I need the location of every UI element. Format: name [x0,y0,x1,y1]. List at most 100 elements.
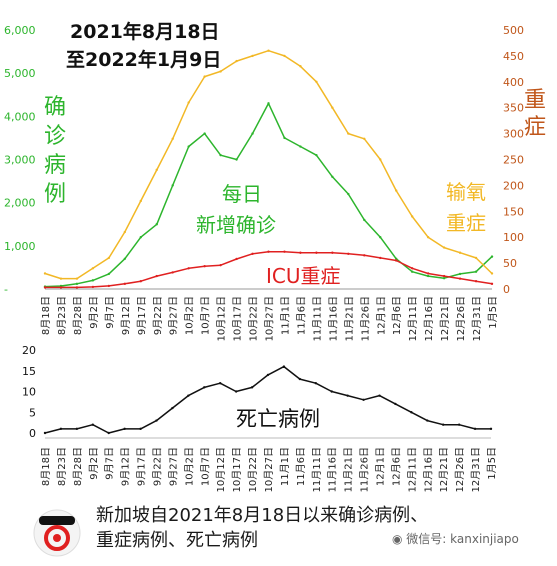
series-point [379,236,382,239]
x-tick-label: 11月21日 [343,296,355,341]
right-tick-label: 500 [503,24,524,37]
series-point [43,286,47,289]
x-tick-label: 9月12日 [120,296,132,335]
series-point [267,250,270,253]
bottom-x-tick-label: 12月11日 [406,447,418,492]
bottom-x-tick-label: 9月17日 [136,447,148,486]
series-point [363,218,366,222]
series-point [426,274,430,278]
series-point [442,277,446,280]
right-tick-label: 400 [503,76,524,89]
death-series-point [426,419,429,422]
x-tick-label: 11月26日 [359,296,371,341]
death-series-point [346,394,349,397]
bottom-tick-label: 20 [22,344,36,357]
left-axis-title-char: 例 [44,182,66,207]
death-series-point [139,427,142,431]
series-point [123,257,127,260]
right-tick-label: 350 [503,102,524,115]
series-point [490,282,494,286]
x-tick-label: 10月12日 [216,296,228,341]
death-series-point [250,386,254,389]
series-point [187,101,190,104]
series-point [458,277,462,280]
left-axis-title-char: 确 [44,95,66,120]
series-point [426,236,430,239]
bottom-x-tick-label: 12月21日 [438,447,450,492]
series-point [442,274,446,278]
right-axis-title-char: 症 [524,115,546,140]
series-point [171,184,174,187]
watermark-text: 微信号: kanxinjiapo [406,532,519,546]
series-point [107,272,111,276]
series-point [235,158,238,161]
x-tick-label: 1月5日 [487,296,499,329]
series-point [331,251,334,254]
top-chart: 6,0005,0004,0003,0002,0001,000-500450400… [4,20,546,341]
x-tick-label: 12月11日 [407,296,419,341]
bottom-x-tick-label: 10月7日 [199,447,211,486]
series-point [139,280,142,283]
x-tick-label: 11月16日 [327,296,339,341]
death-series-point [394,402,397,406]
series-point [251,54,254,58]
series-point [395,257,398,260]
bottom-x-tick-label: 9月7日 [104,447,116,480]
caption: 新加坡自2021年8月18日以来确诊病例、 重症病例、死亡病例 [96,503,486,553]
bottom-x-tick-label: 12月16日 [422,447,434,492]
series-point [299,251,302,254]
series-point [331,106,334,109]
x-tick-label: 9月2日 [88,296,100,329]
x-tick-label: 11月1日 [279,296,291,335]
series-point [283,250,286,253]
series-point [347,252,350,255]
series-point [410,270,414,273]
wechat-icon: ◉ [392,532,407,546]
series-point [299,145,302,148]
death-series-point [314,382,317,385]
series-point [395,189,398,192]
x-tick-label: 10月22日 [248,296,260,341]
green-series-label-line1: 每日 [222,182,262,206]
x-tick-label: 10月17日 [232,296,244,341]
x-tick-label: 11月11日 [311,296,323,341]
red-series-label: ICU重症 [266,264,341,288]
caption-line-2: 重症病例、死亡病例 [96,530,258,551]
x-tick-label: 8月18日 [40,296,52,335]
left-tick-label: - [4,283,8,296]
series-point [331,175,334,178]
death-series-point [489,427,493,431]
series-point [91,279,95,282]
series-point [410,267,414,270]
death-series-point [59,427,63,431]
right-tick-label: 150 [503,205,524,218]
bottom-x-tick-label: 9月27日 [167,447,179,486]
bottom-tick-label: 0 [29,427,36,440]
series-point [171,271,174,274]
right-tick-label: 250 [503,154,524,167]
series-point [235,257,238,261]
bottom-x-tick-label: 11月26日 [359,447,371,492]
series-point [123,282,127,286]
bottom-x-tick-label: 10月17日 [231,447,243,492]
bottom-x-tick-label: 8月28日 [72,447,84,486]
death-series-point [234,390,238,393]
x-tick-label: 9月17日 [136,296,148,335]
series-point [75,286,79,289]
x-tick-label: 9月7日 [104,296,116,329]
series-point [251,252,254,255]
right-tick-label: 50 [503,257,517,270]
death-series-point [203,386,206,389]
bottom-x-tick-label: 10月27日 [263,447,275,492]
left-tick-label: 1,000 [4,240,36,253]
death-series-point [457,423,461,426]
death-series-point [362,398,365,401]
wechat-watermark: ◉ 微信号: kanxinjiapo [392,530,519,547]
bottom-x-tick-label: 10月12日 [215,447,227,492]
death-series-point [219,382,222,385]
series-point [219,263,222,267]
x-tick-label: 12月31日 [471,296,483,341]
series-point [139,236,142,239]
left-tick-label: 4,000 [4,110,36,123]
